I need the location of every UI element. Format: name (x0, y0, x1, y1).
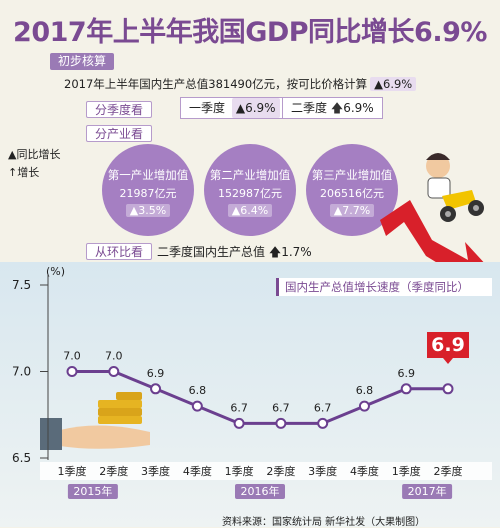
summary-growth: ▲6.9% (370, 77, 417, 91)
q1-value: ▲6.9% (231, 98, 280, 118)
industry-name: 第三产业增加值 (311, 168, 393, 182)
industry-bubble-secondary: 第二产业增加值 152987亿元 ▲6.4% (204, 144, 296, 236)
x-tick-label: 1季度 (225, 464, 254, 478)
industry-growth: ▲7.7% (329, 204, 375, 217)
section-preliminary: 初步核算 (50, 53, 115, 70)
industry-value: 206516亿元 (320, 187, 384, 200)
mom-value: 1.7% (281, 245, 312, 259)
data-label: 6.9 (147, 367, 165, 380)
data-label: 6.7 (272, 401, 290, 414)
chart-title: 国内生产总值增长速度（季度同比） (276, 278, 492, 296)
data-point (442, 383, 454, 395)
data-label: 6.8 (189, 384, 207, 397)
x-tick-label: 1季度 (392, 464, 421, 478)
x-tick-label: 4季度 (350, 464, 379, 478)
industry-name: 第二产业增加值 (209, 168, 291, 182)
q2-label: 二季度 (291, 101, 328, 115)
data-label: 7.0 (63, 350, 81, 363)
industry-bubble-tertiary: 第三产业增加值 206516亿元 ▲7.7% (306, 144, 398, 236)
year-tag (67, 484, 118, 499)
data-label: 6.8 (356, 384, 374, 397)
q1-box: 一季度 ▲6.9% (180, 97, 289, 119)
coin-hand-illustration (40, 392, 150, 450)
year-tag (402, 484, 453, 499)
x-tick-label: 1季度 (58, 464, 87, 478)
data-point (275, 417, 287, 429)
source-note: 资料来源：国家统计局 新华社发（大果制图） (222, 517, 426, 528)
x-tick-label: 2季度 (434, 464, 463, 478)
summary-text: 2017年上半年国内生产总值381490亿元，按可比价格计算 (64, 77, 368, 91)
y-unit: (%) (46, 265, 66, 278)
x-tick-label: 2季度 (99, 464, 128, 478)
up-arrow-icon: 🡅 (330, 101, 344, 115)
section-mom: 从环比看 (86, 243, 153, 260)
mom-text: 二季度国内生产总值 (157, 245, 266, 259)
industry-value: 152987亿元 (218, 187, 282, 200)
x-tick-label: 3季度 (308, 464, 337, 478)
y-tick-label: 7.0 (12, 365, 31, 379)
legend-yoy: ▲同比增长 (8, 148, 61, 161)
up-arrow-icon: 🡅 (268, 245, 282, 259)
data-point (233, 417, 245, 429)
industry-growth: ▲6.4% (227, 204, 273, 217)
y-tick-label: 7.5 (12, 278, 31, 292)
x-axis-band (40, 462, 492, 480)
q1-label: 一季度 (189, 101, 226, 115)
chart-background (0, 262, 500, 527)
section-by-quarter: 分季度看 (86, 101, 153, 118)
year-label: 2015年 (73, 484, 112, 498)
data-point (358, 400, 370, 412)
x-tick-label: 2季度 (266, 464, 295, 478)
data-label: 6.7 (314, 401, 332, 414)
series-line (72, 370, 448, 425)
industry-value: 21987亿元 (119, 187, 177, 200)
data-point (150, 383, 162, 395)
scooter-rider-illustration (426, 153, 484, 222)
year-tag (235, 484, 285, 499)
mom-line: 二季度国内生产总值 🡅1.7% (157, 243, 312, 264)
data-point (108, 366, 120, 377)
legend: ▲同比增长 ↑增长 (8, 146, 60, 182)
chart-area (0, 262, 500, 527)
data-point (400, 383, 412, 395)
industry-bubble-primary: 第一产业增加值 21987亿元 ▲3.5% (102, 144, 194, 236)
page-title: 2017年上半年我国GDP同比增长6.9% (13, 17, 487, 48)
data-label: 6.7 (230, 401, 248, 414)
year-label: 2016年 (241, 484, 280, 498)
summary-line: 2017年上半年国内生产总值381490亿元，按可比价格计算 ▲6.9% (64, 76, 417, 92)
x-tick-label: 3季度 (141, 464, 170, 478)
section-by-industry: 分产业看 (86, 125, 153, 142)
industry-growth: ▲3.5% (125, 204, 171, 217)
x-tick-label: 4季度 (183, 464, 212, 478)
q2-box: 二季度 🡅6.9% (282, 97, 383, 119)
highlight-value: 6.9 (427, 332, 469, 364)
data-point (66, 366, 78, 377)
data-point (191, 400, 203, 412)
data-label: 6.9 (397, 367, 415, 380)
year-label: 2017年 (408, 484, 447, 498)
q2-value: 6.9% (343, 101, 374, 115)
data-label: 7.0 (105, 350, 123, 363)
data-point (317, 417, 329, 429)
y-tick-label: 6.5 (12, 451, 31, 465)
industry-name: 第一产业增加值 (107, 168, 189, 182)
legend-growth: ↑增长 (8, 166, 40, 179)
